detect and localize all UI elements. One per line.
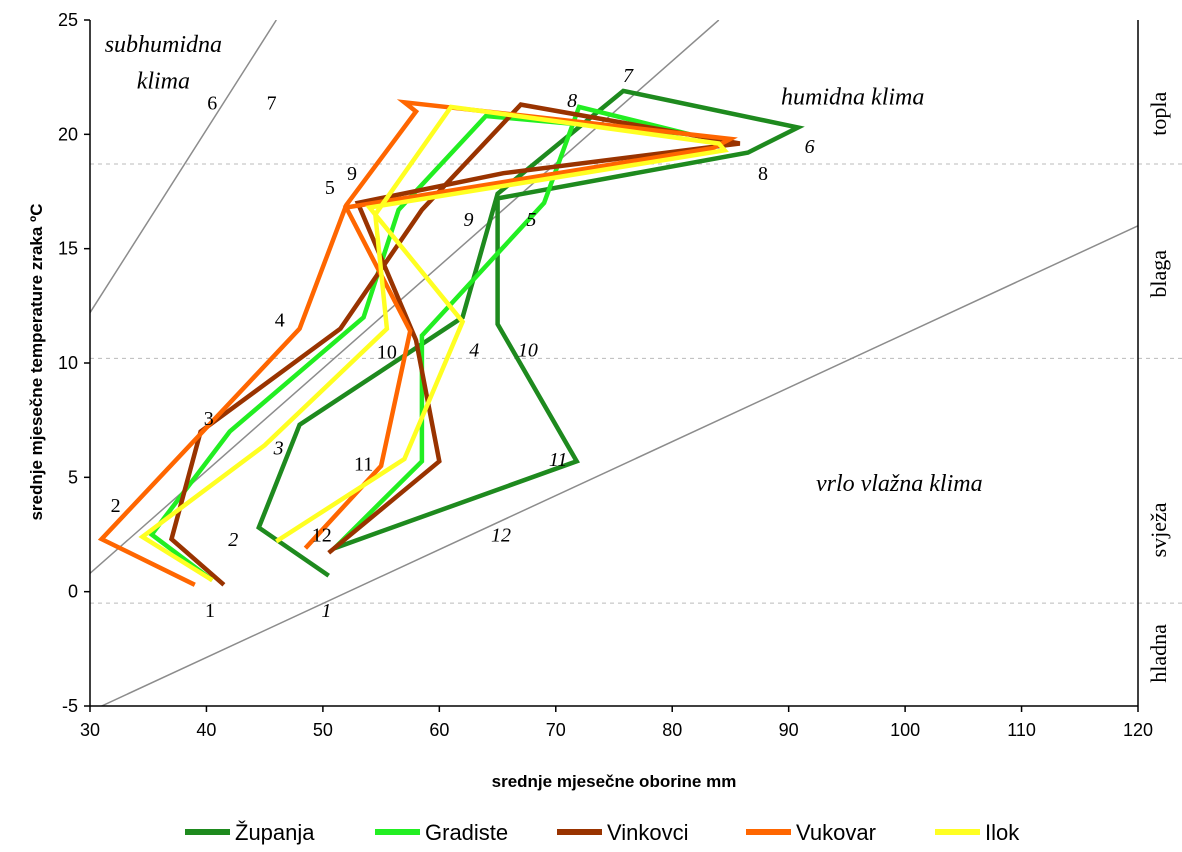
month-label: 3 — [204, 408, 214, 430]
x-tick-label: 60 — [429, 720, 449, 740]
month-label: 8 — [758, 163, 768, 185]
month-label: 11 — [549, 449, 568, 471]
x-tick-label: 110 — [1007, 720, 1036, 740]
month-label: 9 — [463, 209, 473, 231]
y-tick-labels: -5 0 5 10 15 20 25 — [58, 10, 90, 716]
x-tick-label: 80 — [662, 720, 682, 740]
x-tick-label: 50 — [313, 720, 333, 740]
month-label: 7 — [623, 65, 634, 87]
month-label: 10 — [377, 342, 397, 364]
month-label: 5 — [526, 209, 536, 231]
region-label: klima — [137, 69, 190, 95]
x-tick-label: 70 — [546, 720, 566, 740]
region-labels: subhumidna klima humidna klima vrlo vlažna … — [105, 32, 983, 497]
y-tick-label: 10 — [58, 353, 78, 373]
x-tick-label: 100 — [890, 720, 920, 740]
region-label: vrlo vlažna klima — [816, 471, 983, 497]
month-label: 2 — [228, 529, 238, 551]
series-line-0 — [256, 88, 805, 578]
climate-zone-lines — [90, 163, 1182, 604]
legend-label-1: Gradiste — [425, 820, 508, 845]
region-label: subhumidna — [105, 32, 222, 58]
zone-label: svježa — [1146, 502, 1171, 557]
y-tick-label: 5 — [68, 467, 78, 487]
month-label: 1 — [321, 600, 331, 622]
region-label: humidna klima — [781, 85, 924, 111]
month-label: 8 — [567, 90, 577, 112]
x-tick-label: 120 — [1123, 720, 1153, 740]
month-label: 10 — [518, 339, 538, 361]
legend-label-0: Županja — [235, 820, 315, 845]
month-label: 12 — [491, 525, 511, 547]
zone-label: blaga — [1146, 250, 1171, 298]
month-label: 5 — [325, 177, 335, 199]
zone-labels: topla blaga svježa hladna — [1146, 92, 1171, 683]
month-label: 7 — [267, 92, 277, 114]
x-axis-label: srednje mjesečne oborine mm — [492, 772, 737, 791]
legend-label-4: Ilok — [985, 820, 1020, 845]
series-lines — [97, 88, 805, 587]
y-tick-label: 25 — [58, 10, 78, 30]
y-tick-label: -5 — [62, 696, 78, 716]
x-tick-labels: 30 40 50 60 70 80 90 100 110 120 — [80, 706, 1153, 740]
month-label: 3 — [273, 438, 284, 460]
zone-label: hladna — [1146, 624, 1171, 683]
month-label: 12 — [312, 525, 332, 547]
series-line-4 — [138, 104, 729, 583]
month-label: 2 — [111, 495, 121, 517]
legend-label-3: Vukovar — [796, 820, 876, 845]
x-tick-label: 30 — [80, 720, 100, 740]
month-label: 6 — [805, 136, 815, 158]
month-label: 4 — [469, 339, 479, 361]
month-label: 4 — [275, 310, 285, 332]
month-label: 11 — [354, 454, 373, 476]
zone-label: topla — [1146, 92, 1171, 136]
series-line-2 — [168, 102, 741, 587]
y-tick-label: 0 — [68, 582, 78, 602]
x-tick-label: 40 — [196, 720, 216, 740]
boundary-line-0 — [90, 20, 277, 314]
legend: Županja Gradiste Vinkovci Vukovar Ilok — [185, 820, 1020, 845]
legend-label-2: Vinkovci — [607, 820, 689, 845]
month-label: 9 — [347, 163, 357, 185]
x-tick-label: 90 — [779, 720, 799, 740]
month-label: 1 — [205, 600, 215, 622]
month-label: 6 — [207, 92, 217, 114]
y-tick-label: 20 — [58, 124, 78, 144]
y-axis-label: srednje mjesečne temperature zraka ºC — [27, 203, 46, 520]
boundary-line-2 — [101, 225, 1138, 706]
y-tick-label: 15 — [58, 239, 78, 259]
